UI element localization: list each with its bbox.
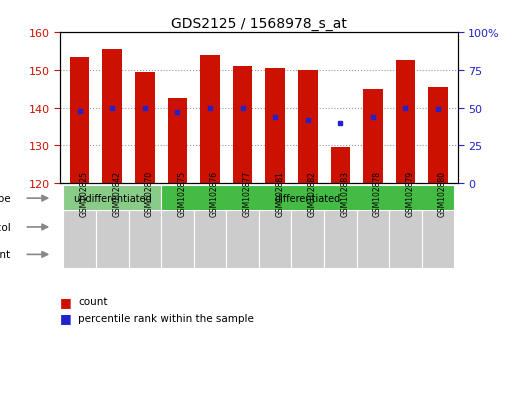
Text: GSM102881: GSM102881 [275, 171, 284, 216]
Bar [259, 211, 291, 268]
Text: GSM102883: GSM102883 [340, 171, 349, 216]
Bar [103, 50, 122, 184]
Bar [63, 211, 96, 268]
Bar [363, 90, 383, 184]
Text: PMA: PMA [297, 250, 319, 260]
Bar [389, 211, 422, 268]
Bar [200, 56, 220, 184]
Bar [161, 211, 194, 268]
Bar [324, 211, 357, 268]
Text: undifferentiated: undifferentiated [73, 194, 152, 204]
Text: cell type: cell type [0, 194, 10, 204]
Text: differentiated: differentiated [275, 194, 341, 204]
Text: GSM102876: GSM102876 [210, 171, 219, 216]
Bar [129, 211, 161, 268]
Text: protocol: protocol [0, 223, 10, 233]
Text: GSM102842: GSM102842 [112, 171, 121, 216]
Bar [291, 211, 324, 268]
Bar [357, 211, 389, 268]
Text: agent: agent [0, 250, 10, 260]
Text: count: count [78, 297, 108, 306]
Text: GSM102825: GSM102825 [79, 171, 89, 216]
Bar [233, 67, 253, 184]
Text: no transfection: no transfection [141, 223, 214, 233]
Bar [428, 88, 448, 184]
Text: MeCP2 decoy
transfection: MeCP2 decoy transfection [389, 216, 454, 238]
Text: percentile rank within the sample: percentile rank within the sample [78, 313, 254, 323]
Text: GSM102870: GSM102870 [145, 171, 154, 216]
Bar [226, 211, 259, 268]
Bar [63, 215, 291, 240]
Bar [161, 242, 454, 267]
Text: control decoy
transfection: control decoy transfection [308, 216, 373, 238]
Bar [331, 148, 350, 184]
Bar [291, 215, 389, 240]
Text: GSM102879: GSM102879 [405, 171, 415, 216]
Bar [298, 71, 317, 184]
Bar [135, 73, 155, 184]
Bar [168, 99, 187, 184]
Bar [96, 211, 129, 268]
Text: GSM102877: GSM102877 [243, 171, 252, 216]
Bar [63, 242, 161, 267]
Bar [389, 215, 454, 240]
Bar [161, 185, 454, 212]
Bar [396, 61, 415, 184]
Bar [63, 185, 161, 212]
Title: GDS2125 / 1568978_s_at: GDS2125 / 1568978_s_at [171, 17, 347, 31]
Text: untreated: untreated [88, 250, 137, 260]
Bar [194, 211, 226, 268]
Text: GSM102875: GSM102875 [177, 171, 186, 216]
Text: GSM102880: GSM102880 [438, 171, 447, 216]
Text: GSM102878: GSM102878 [373, 171, 382, 216]
Bar [70, 57, 89, 184]
Text: GSM102882: GSM102882 [308, 171, 317, 216]
Bar [265, 69, 285, 184]
Text: ■: ■ [60, 295, 72, 308]
Bar [422, 211, 454, 268]
Text: ■: ■ [60, 311, 72, 325]
